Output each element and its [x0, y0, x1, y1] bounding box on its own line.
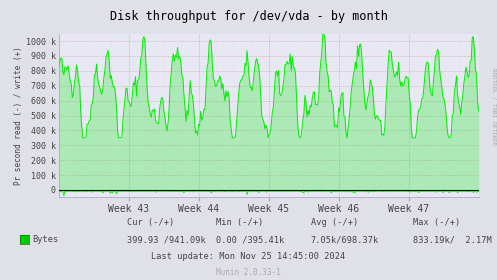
Text: Avg (-/+): Avg (-/+) — [311, 218, 358, 227]
Text: 7.05k/698.37k: 7.05k/698.37k — [311, 235, 379, 244]
Text: Munin 2.0.33-1: Munin 2.0.33-1 — [216, 268, 281, 277]
Text: 0.00 /395.41k: 0.00 /395.41k — [216, 235, 284, 244]
Text: Last update: Mon Nov 25 14:45:00 2024: Last update: Mon Nov 25 14:45:00 2024 — [152, 252, 345, 261]
Text: Cur (-/+): Cur (-/+) — [127, 218, 174, 227]
Y-axis label: Pr second read (-) / write (+): Pr second read (-) / write (+) — [14, 46, 23, 185]
Text: Min (-/+): Min (-/+) — [216, 218, 263, 227]
Text: Disk throughput for /dev/vda - by month: Disk throughput for /dev/vda - by month — [109, 10, 388, 23]
Text: 833.19k/  2.17M: 833.19k/ 2.17M — [413, 235, 491, 244]
Text: Bytes: Bytes — [32, 235, 59, 244]
Text: RRDTOOL / TOBI OETIKER: RRDTOOL / TOBI OETIKER — [491, 68, 496, 145]
Text: Max (-/+): Max (-/+) — [413, 218, 460, 227]
Text: 399.93 /941.09k: 399.93 /941.09k — [127, 235, 205, 244]
